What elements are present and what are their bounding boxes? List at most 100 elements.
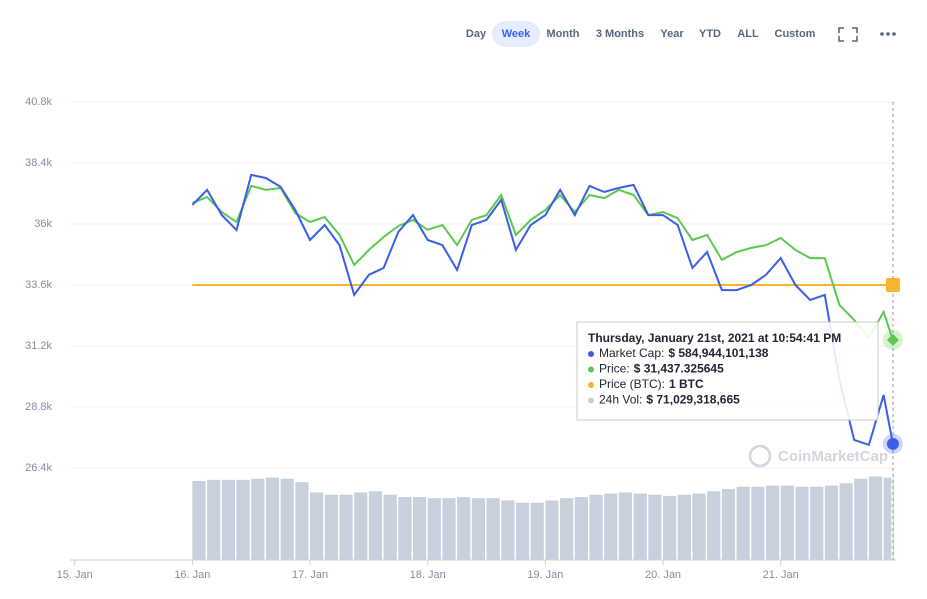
volume-bar [515,502,530,560]
volume-bar [368,491,383,560]
active-button-bg [492,21,540,47]
range-button[interactable]: YTD [699,28,721,40]
volume-bar [648,494,662,560]
tooltip-label: Market Cap: [599,346,664,360]
volume-bar [530,502,544,560]
volume-bar [427,498,441,560]
volume-bar [574,497,588,560]
volume-bar [780,485,794,560]
volume-bar [854,478,868,560]
volume-bar [280,478,294,560]
tooltip-value: 1 BTC [669,377,704,391]
volume-bar [442,498,456,560]
range-button[interactable]: 3 Months [596,28,644,40]
volume-bar [251,478,265,560]
series-line [192,184,894,341]
tooltip-box [576,321,879,421]
volume-bar [339,494,353,560]
y-tick-label: 36k [34,218,52,230]
tooltip-bullet [588,366,594,373]
series-line [191,173,894,447]
volume-bar [604,493,618,560]
volume-bar [457,497,471,560]
volume-bar [633,493,647,560]
watermark-text: CoinMarketCap [778,448,888,465]
volume-bars [192,476,894,560]
range-button[interactable]: Month [547,28,580,40]
volume-bar [736,486,750,560]
lines [191,173,894,447]
tooltip-title: Thursday, January 21st, 2021 at 10:54:41… [588,331,841,345]
end-markers [882,277,903,454]
volume-bar [883,477,892,560]
toolbar: Day Week Month 3 Months Year YTD ALL Custom [466,21,816,47]
volume-bar [707,491,721,560]
range-button[interactable]: Year [660,28,684,40]
end-marker [886,333,899,346]
volume-bar [589,494,603,560]
volume-bar [207,479,221,560]
volume-bar [324,494,338,560]
volume-bar [765,485,780,560]
range-button[interactable]: Week [502,28,531,40]
volume-bar [471,498,486,560]
volume-bar [692,493,706,560]
x-tick-label: 19. Jan [527,569,563,581]
x-tick-label: 21. Jan [763,569,799,581]
volume-bar [824,485,839,560]
volume-bar [221,479,235,560]
volume-bar [295,482,309,560]
end-marker [886,437,899,450]
menu-icon[interactable] [880,32,896,36]
volume-bar [412,497,427,560]
x-tick-label: 18. Jan [410,569,446,581]
tooltip: Thursday, January 21st, 2021 at 10:54:41… [576,321,879,421]
volume-bar [892,478,894,560]
tooltip-value: $ 71,029,318,665 [646,393,740,407]
volume-bar [265,477,280,560]
tooltip-label: Price: [599,362,630,376]
y-tick-label: 26.4k [25,462,52,474]
tooltip-value: $ 31,437.325645 [634,362,724,376]
volume-bar [663,495,677,560]
end-marker [885,277,900,292]
volume-bar [721,489,736,560]
x-tick-label: 20. Jan [645,569,681,581]
tooltip-label: 24h Vol: [599,393,642,407]
volume-bar [810,486,824,560]
volume-bar [383,494,397,560]
volume-bar [795,486,809,560]
x-tick-label: 17. Jan [292,569,328,581]
volume-bar [236,479,250,560]
volume-bar [677,494,691,560]
y-tick-label: 28.8k [25,401,52,413]
volume-bar [310,492,324,560]
x-tick-label: 15. Jan [57,569,93,581]
y-tick-label: 40.8k [25,96,52,108]
y-tick-label: 33.6k [25,279,52,291]
range-button[interactable]: Custom [775,28,816,40]
volume-bar [868,476,883,560]
y-tick-label: 31.2k [25,340,52,352]
fullscreen-icon[interactable] [838,27,858,42]
volume-bar [398,497,412,560]
y-tick-label: 38.4k [25,157,52,169]
volume-bar [192,480,206,560]
tooltip-bullet [588,382,594,388]
grid: 26.4k 28.8k 31.2k 33.6k 36k 38.4k 40.8k 15. Jan… [25,96,896,581]
volume-bar [501,500,515,560]
tooltip-bullet [588,397,594,404]
volume-bar [751,486,765,560]
tooltip-bullet [588,351,594,357]
range-button[interactable]: ALL [737,28,759,40]
watermark: CoinMarketCap [748,444,888,468]
range-button[interactable]: Day [466,28,487,40]
volume-bar [839,483,853,560]
x-tick-label: 16. Jan [174,569,210,581]
volume-bar [354,492,368,560]
volume-bar [545,500,559,560]
volume-bar [618,492,633,560]
tooltip-label: Price (BTC): [599,377,665,391]
volume-bar [486,498,500,560]
